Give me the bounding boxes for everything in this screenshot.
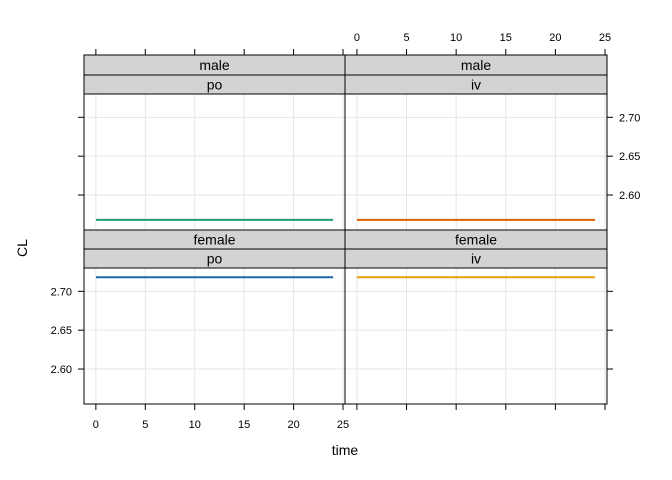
panel-frame bbox=[344, 267, 608, 405]
strip-label-sex: female bbox=[193, 232, 235, 248]
strip-label-route: po bbox=[207, 77, 223, 93]
strip-label-route: iv bbox=[471, 251, 481, 267]
panel-frame bbox=[83, 93, 346, 231]
x-tick-label-bottom: 20 bbox=[287, 419, 299, 431]
axis-layer: 0 5 10 15 20 25 0 5 10 15 20 25 2.60 2.65 2.70 2.60 2.65… bbox=[51, 32, 641, 431]
strip-bottom bbox=[344, 248, 608, 269]
panel-frame bbox=[83, 267, 346, 405]
y-tick-label-left: 2.65 bbox=[51, 325, 72, 337]
x-tick-label-bottom: 15 bbox=[238, 419, 250, 431]
strip-label-sex: female bbox=[455, 232, 497, 248]
y-tick-label-left: 2.60 bbox=[51, 364, 72, 376]
panel-frame bbox=[344, 93, 608, 231]
x-tick-label-bottom: 25 bbox=[337, 419, 349, 431]
x-tick-label-top: 20 bbox=[549, 32, 561, 44]
grid-layer bbox=[84, 94, 607, 404]
y-tick-label-right: 2.60 bbox=[619, 190, 640, 202]
x-tick-label-top: 15 bbox=[500, 32, 512, 44]
strip-bottom bbox=[344, 74, 608, 95]
x-tick-label-bottom: 0 bbox=[93, 419, 99, 431]
x-tick-label-top: 0 bbox=[354, 32, 360, 44]
x-tick-label-top: 10 bbox=[450, 32, 462, 44]
series-layer bbox=[95, 218, 596, 279]
strip-label-sex: male bbox=[461, 57, 492, 73]
y-tick-label-right: 2.70 bbox=[619, 112, 640, 124]
x-tick-label-bottom: 10 bbox=[189, 419, 201, 431]
y-axis-title: CL bbox=[14, 239, 30, 257]
strip-label-sex: male bbox=[199, 57, 230, 73]
strip-label-route: po bbox=[207, 251, 223, 267]
x-axis-title: time bbox=[332, 442, 359, 458]
x-tick-label-bottom: 5 bbox=[142, 419, 148, 431]
y-tick-label-left: 2.70 bbox=[51, 286, 72, 298]
x-tick-label-top: 25 bbox=[599, 32, 611, 44]
y-tick-label-right: 2.65 bbox=[619, 151, 640, 163]
strip-label-route: iv bbox=[471, 77, 481, 93]
x-tick-label-top: 5 bbox=[403, 32, 409, 44]
strip-layer: male po male iv female po female iv bbox=[83, 54, 608, 269]
